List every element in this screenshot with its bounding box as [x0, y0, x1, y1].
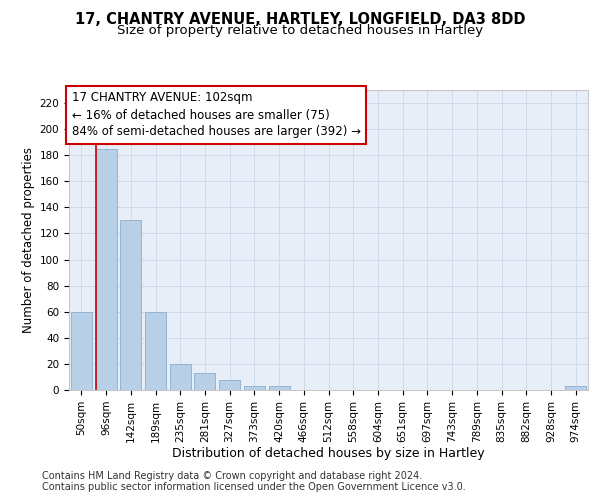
Text: Size of property relative to detached houses in Hartley: Size of property relative to detached ho…: [117, 24, 483, 37]
Bar: [120, 220, 141, 390]
Bar: [194, 373, 215, 390]
Bar: [95, 148, 116, 390]
Bar: [71, 312, 92, 390]
Bar: [170, 364, 191, 390]
Bar: [145, 312, 166, 390]
Bar: [269, 386, 290, 390]
Text: 17, CHANTRY AVENUE, HARTLEY, LONGFIELD, DA3 8DD: 17, CHANTRY AVENUE, HARTLEY, LONGFIELD, …: [75, 12, 525, 28]
Text: Contains HM Land Registry data © Crown copyright and database right 2024.
Contai: Contains HM Land Registry data © Crown c…: [42, 471, 466, 492]
X-axis label: Distribution of detached houses by size in Hartley: Distribution of detached houses by size …: [172, 448, 485, 460]
Text: 17 CHANTRY AVENUE: 102sqm
← 16% of detached houses are smaller (75)
84% of semi-: 17 CHANTRY AVENUE: 102sqm ← 16% of detac…: [71, 92, 361, 138]
Bar: [244, 386, 265, 390]
Bar: [565, 386, 586, 390]
Y-axis label: Number of detached properties: Number of detached properties: [22, 147, 35, 333]
Bar: [219, 380, 240, 390]
